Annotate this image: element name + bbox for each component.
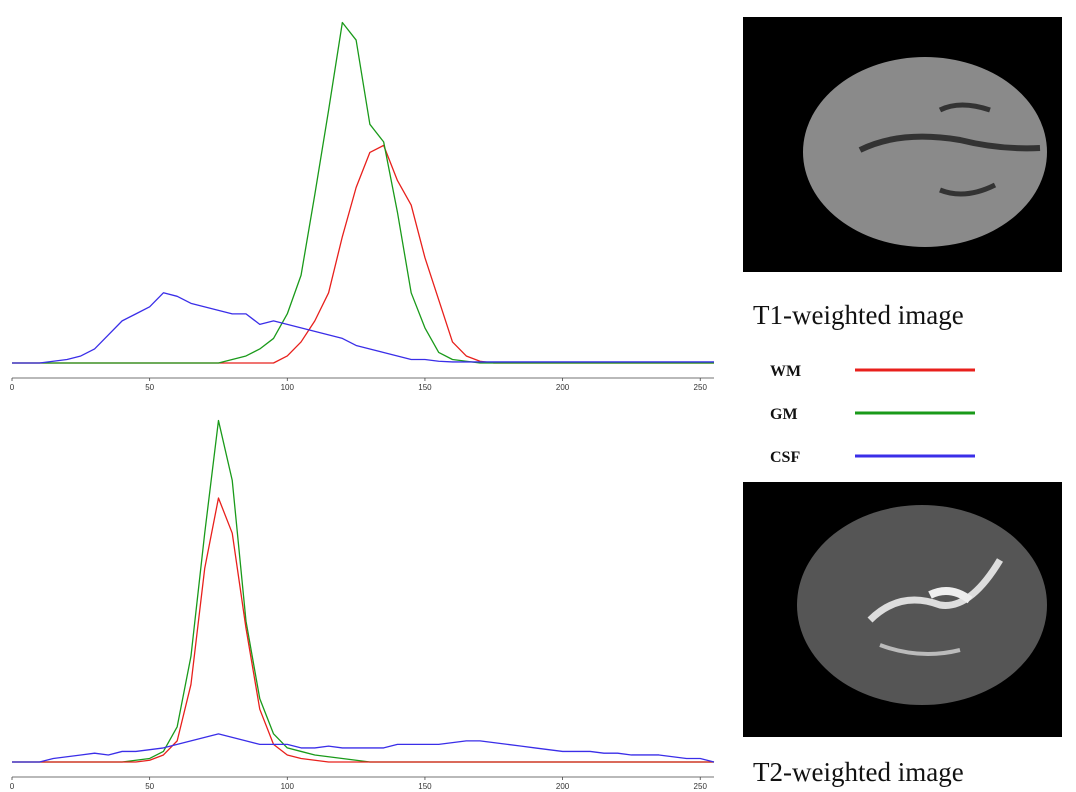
x-tick-label: 50 (145, 782, 154, 791)
series-line (12, 292, 714, 364)
series-line (12, 733, 715, 763)
x-tick-label: 50 (145, 383, 154, 392)
legend-label: GM (770, 406, 798, 423)
image-caption: T2-weighted image (753, 757, 964, 787)
x-tick-label: 0 (10, 782, 15, 791)
x-tick-label: 250 (694, 383, 708, 392)
t2-image (743, 482, 1062, 737)
x-tick-label: 100 (281, 782, 295, 791)
x-tick-label: 200 (556, 782, 570, 791)
x-tick-label: 250 (694, 782, 708, 791)
series-line (12, 21, 714, 364)
series-line (12, 497, 714, 763)
x-tick-label: 150 (418, 383, 432, 392)
x-tick-label: 200 (556, 383, 570, 392)
legend-label: WM (770, 363, 801, 380)
image-caption: T1-weighted image (753, 300, 964, 330)
t1-image (743, 17, 1062, 272)
x-tick-label: 150 (418, 782, 432, 791)
x-tick-label: 0 (10, 383, 15, 392)
series-line (12, 144, 714, 364)
x-tick-label: 100 (281, 383, 295, 392)
series-line (12, 419, 714, 763)
legend-label: CSF (770, 449, 800, 466)
legend: WM GM CSF (770, 363, 975, 466)
